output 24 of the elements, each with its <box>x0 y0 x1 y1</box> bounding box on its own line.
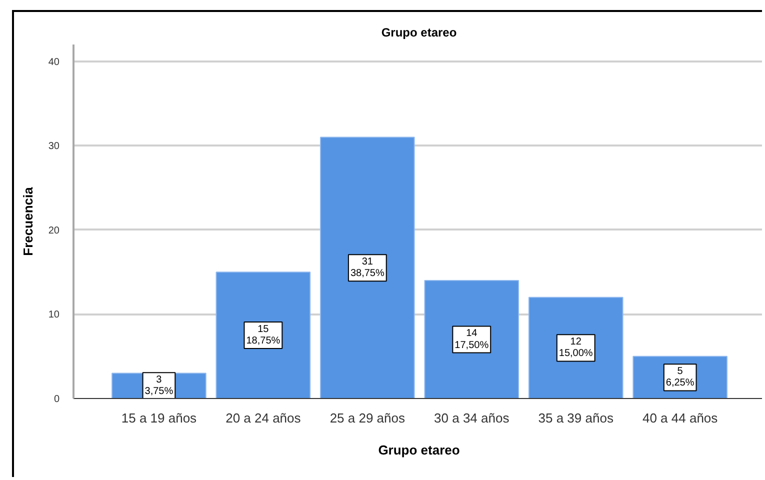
data-label: 15 18,75% <box>246 324 280 347</box>
y-tick-label: 40 <box>48 56 60 68</box>
y-tick-label: 30 <box>48 141 60 152</box>
data-label: 3 3,75% <box>144 374 174 398</box>
data-label: 31 38,75% <box>350 256 384 280</box>
x-tick-label: 15 a 19 años <box>121 410 198 426</box>
x-tick-label: 20 a 24 años <box>226 410 302 426</box>
y-tick-label: 10 <box>48 310 60 321</box>
x-axis-title: Grupo etareo <box>378 442 460 458</box>
data-label: 14 17,50% <box>454 328 489 351</box>
chart-title: Grupo etareo <box>381 26 457 40</box>
bar <box>216 272 311 398</box>
x-tick-label: 40 a 44 años <box>642 410 718 426</box>
bar <box>424 280 520 398</box>
bar <box>528 296 624 398</box>
data-label: 5 6,25% <box>666 366 694 389</box>
data-label: 12 15,00% <box>558 336 593 360</box>
x-tick-label: 25 a 29 años <box>330 410 406 426</box>
x-tick-label: 35 a 39 años <box>538 410 614 426</box>
bar <box>320 136 415 398</box>
y-tick-label: 0 <box>54 394 60 405</box>
y-axis-title: Frecuencia <box>20 186 36 256</box>
x-tick-label: 30 a 34 años <box>434 410 510 426</box>
y-tick-label: 20 <box>48 225 60 236</box>
